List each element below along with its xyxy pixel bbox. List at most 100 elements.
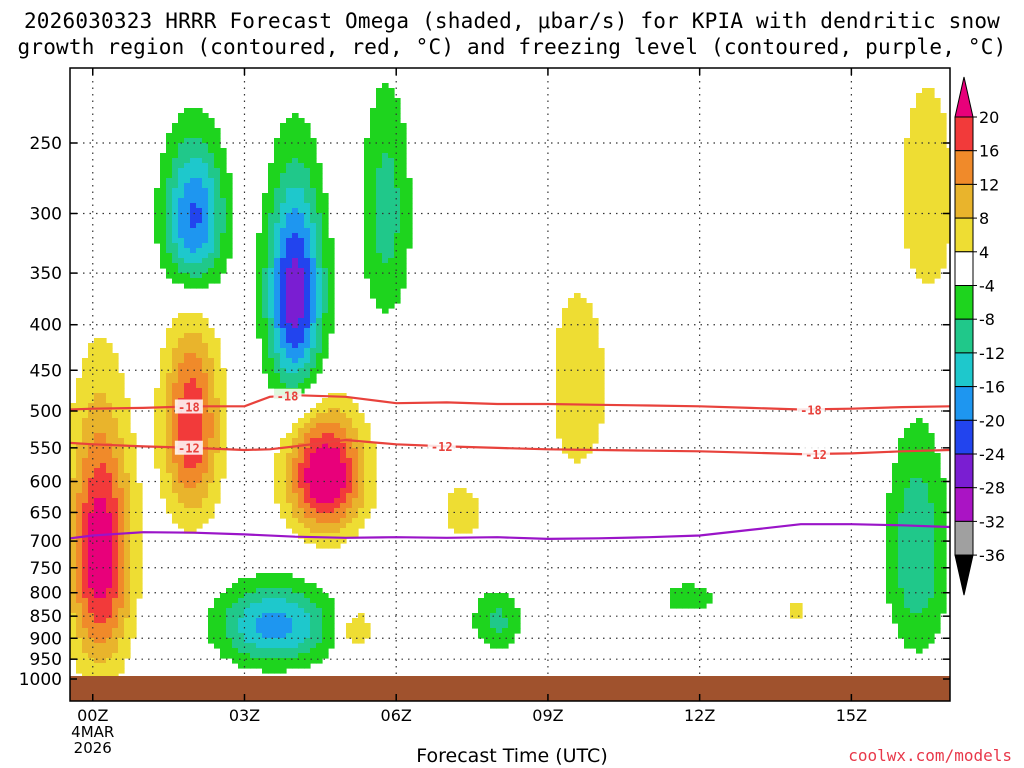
omega-cell [922,268,929,274]
omega-cell [70,463,77,469]
omega-cell [178,253,185,259]
omega-cell [292,423,299,429]
omega-cell [892,578,899,584]
omega-cell [118,658,125,664]
omega-cell [376,143,383,149]
omega-cell [118,628,125,634]
omega-cell [394,293,401,299]
omega-cell [310,178,317,184]
omega-cell [928,483,935,489]
omega-cell [214,448,221,454]
omega-cell [928,243,935,249]
omega-cell [298,613,305,619]
omega-cell [190,313,197,319]
omega-cell [166,333,173,339]
omega-cell [124,438,131,444]
omega-cell [388,193,395,199]
omega-cell [166,338,173,344]
omega-cell [172,488,179,494]
omega-cell [220,373,227,379]
omega-cell [370,158,377,164]
omega-cell [922,603,929,609]
omega-cell [934,598,941,604]
omega-cell [328,423,335,429]
omega-cell [106,433,113,439]
omega-cell [382,213,389,219]
omega-cell [154,428,161,434]
omega-cell [328,483,335,489]
omega-cell [202,183,209,189]
omega-cell [286,348,293,354]
omega-cell [928,548,935,554]
omega-cell [316,258,323,264]
omega-cell [298,468,305,474]
omega-cell [286,638,293,644]
omega-cell [328,598,335,604]
omega-cell [94,398,101,404]
omega-cell [106,553,113,559]
omega-cell [598,378,605,384]
omega-cell [274,153,281,159]
omega-cell [562,383,569,389]
omega-cell [124,518,131,524]
omega-cell [340,473,347,479]
omega-cell [196,273,203,279]
omega-cell [370,218,377,224]
omega-cell [916,178,923,184]
omega-cell [184,173,191,179]
omega-cell [250,623,257,629]
omega-cell [466,508,473,514]
omega-cell [202,358,209,364]
omega-cell [586,418,593,424]
omega-cell [934,178,941,184]
omega-cell [316,318,323,324]
omega-cell [208,628,215,634]
y-tick-label: 900 [30,629,62,649]
omega-cell [904,158,911,164]
omega-cell [346,518,353,524]
omega-cell [196,143,203,149]
omega-cell [910,238,917,244]
omega-cell [670,588,677,594]
omega-cell [124,493,131,499]
omega-cell [316,478,323,484]
omega-cell [112,453,119,459]
omega-cell [946,193,950,199]
omega-cell [190,428,197,434]
omega-cell [160,373,167,379]
omega-cell [124,468,131,474]
omega-cell [358,418,365,424]
credit-link[interactable]: coolwx.com/models [848,746,1012,765]
omega-cell [280,648,287,654]
omega-cell [190,318,197,324]
omega-cell [214,628,221,634]
y-tick-label: 450 [30,361,62,381]
omega-cell [280,238,287,244]
omega-cell [892,548,899,554]
omega-cell [556,363,563,369]
omega-cell [178,188,185,194]
omega-cell [454,513,461,519]
omega-cell [574,293,581,299]
omega-cell [124,553,131,559]
omega-cell [580,433,587,439]
omega-cell [928,203,935,209]
omega-cell [400,153,407,159]
omega-cell [286,193,293,199]
omega-cell [76,383,83,389]
omega-cell [358,523,365,529]
omega-cell [352,633,359,639]
omega-cell [322,328,329,334]
omega-cell [130,618,137,624]
omega-cell [310,658,317,664]
omega-cell [358,448,365,454]
omega-cell [916,643,923,649]
omega-cell [316,348,323,354]
omega-cell [472,623,479,629]
omega-cell [298,513,305,519]
omega-cell [112,433,119,439]
omega-cell [556,378,563,384]
omega-cell [922,463,929,469]
omega-cell [160,243,167,249]
omega-cell [196,263,203,269]
